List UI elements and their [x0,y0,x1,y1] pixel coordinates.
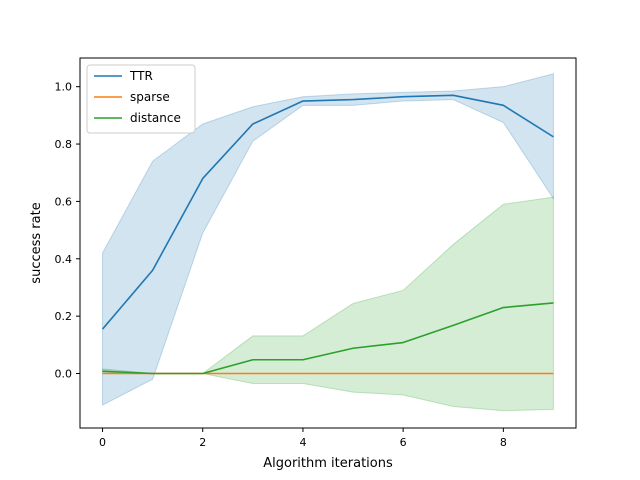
y-tick-label: 1.0 [55,81,73,94]
legend-label-distance: distance [130,111,181,125]
x-axis-ticks: 0 2 4 6 8 [99,428,507,449]
band-distance [102,196,554,412]
legend-box [86,64,196,134]
band-ttr [102,73,554,406]
x-tick-label: 4 [299,436,306,449]
y-axis-ticks: 0.0 0.2 0.4 0.6 0.8 1.0 [55,81,80,381]
x-tick-label: 8 [500,436,507,449]
plot-frame [79,57,577,429]
y-tick-label: 0.2 [55,310,73,323]
y-axis-label: success rate [29,202,44,283]
y-tick-label: 0.8 [55,138,73,151]
legend: TTR sparse distance [86,64,196,134]
legend-label-sparse: sparse [130,90,170,104]
y-tick-label: 0.6 [55,195,73,208]
y-tick-label: 0.0 [55,368,73,381]
x-axis-label: Algorithm iterations [263,456,393,471]
y-tick-label: 0.4 [55,253,73,266]
series-line-distance [102,302,554,375]
legend-label-ttr: TTR [129,69,153,83]
x-tick-label: 6 [400,436,407,449]
series-line-ttr [101,94,554,330]
series-lines [101,94,554,375]
x-tick-label: 0 [99,436,106,449]
x-tick-label: 2 [199,436,206,449]
